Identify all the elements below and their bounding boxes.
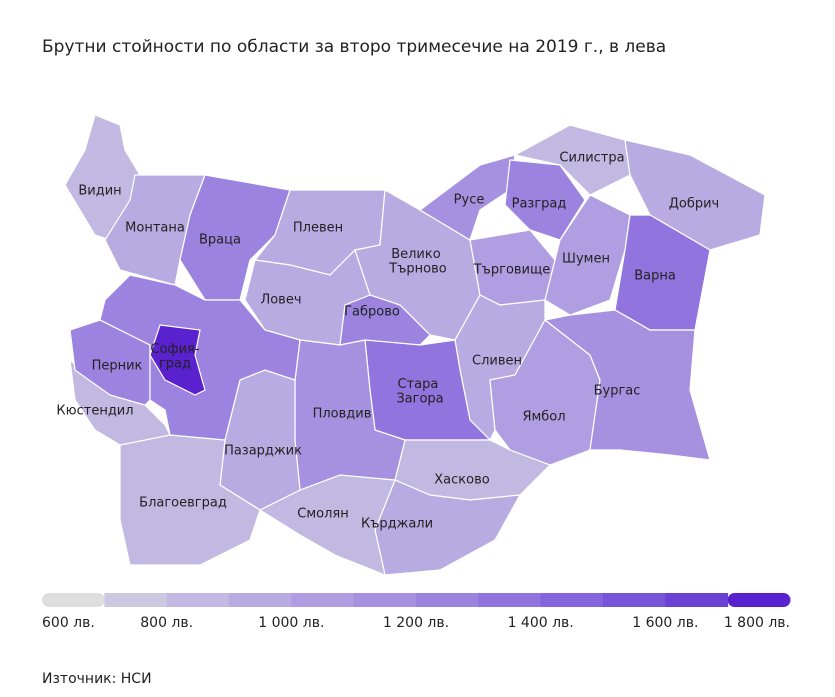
region bbox=[624, 139, 766, 251]
legend: 600 лв. 800 лв. 1 000 лв. 1 200 лв. 1 400 лв… bbox=[41, 593, 791, 631]
region bbox=[149, 324, 206, 396]
region-label: Ямбол bbox=[522, 410, 565, 425]
legend-swatch bbox=[353, 593, 417, 607]
region-label: Пазарджик bbox=[224, 444, 302, 459]
region-label: Враца bbox=[199, 233, 241, 248]
region-label: Смолян bbox=[297, 507, 348, 522]
region-label: София-град bbox=[150, 342, 199, 371]
region bbox=[99, 274, 301, 441]
region bbox=[544, 194, 631, 316]
legend-tick-label: 1 400 лв. bbox=[508, 615, 574, 631]
region-label: Сливен bbox=[472, 354, 522, 369]
legend-swatch bbox=[416, 593, 479, 607]
region-label: Хасково bbox=[434, 473, 489, 488]
region bbox=[543, 309, 711, 461]
legend-tick-label: 1 200 лв. bbox=[383, 615, 449, 631]
legend-swatch bbox=[42, 593, 105, 607]
region-label: Силистра bbox=[559, 151, 624, 166]
legend-tick-label: 800 лв. bbox=[140, 615, 193, 631]
regions bbox=[64, 114, 766, 576]
legend-swatch bbox=[166, 593, 230, 607]
legend-tick-label: 1 600 лв. bbox=[632, 615, 698, 631]
legend-swatch bbox=[540, 593, 604, 607]
region-label: Бургас bbox=[594, 384, 641, 399]
region-label: Видин bbox=[78, 184, 121, 199]
legend-tick-label: 1 800 лв. bbox=[724, 615, 790, 631]
source: Източник: НСИ bbox=[42, 671, 152, 687]
region-label: Кюстендил bbox=[56, 404, 133, 419]
legend-swatch bbox=[229, 593, 292, 607]
region-label: Велико Търново bbox=[388, 247, 446, 276]
legend-swatch bbox=[478, 593, 542, 607]
region-label: Перник bbox=[92, 359, 143, 374]
region-label: Плевен bbox=[293, 221, 343, 236]
legend-tick-label: 600 лв. bbox=[42, 615, 95, 631]
legend-swatch bbox=[603, 593, 666, 607]
region-label: Монтана bbox=[125, 221, 185, 236]
region-label: Добрич bbox=[669, 197, 720, 212]
region-label: Ловеч bbox=[260, 293, 301, 308]
region-label: Русе bbox=[454, 193, 485, 208]
region-label: Кърджали bbox=[361, 517, 433, 532]
region-label: Стара Загора bbox=[396, 377, 443, 406]
legend-swatch bbox=[104, 593, 168, 607]
region-labels: Видин Монтана Враца Плевен Ловеч Велико Търно… bbox=[56, 151, 719, 532]
legend-swatch bbox=[665, 593, 729, 607]
region-label: Търговище bbox=[473, 263, 551, 278]
region-label: Пловдив bbox=[313, 407, 372, 422]
legend-swatch bbox=[727, 593, 791, 607]
legend-swatch bbox=[291, 593, 355, 607]
region-label: Габрово bbox=[344, 305, 400, 320]
legend-tick-label: 1 000 лв. bbox=[258, 615, 324, 631]
region-label: Благоевград bbox=[139, 496, 227, 511]
chart-title: Брутни стойности по области за второ три… bbox=[42, 37, 666, 57]
region-label: Варна bbox=[634, 269, 676, 284]
region-label: Шумен bbox=[562, 252, 610, 267]
region-label: Разград bbox=[512, 197, 567, 212]
